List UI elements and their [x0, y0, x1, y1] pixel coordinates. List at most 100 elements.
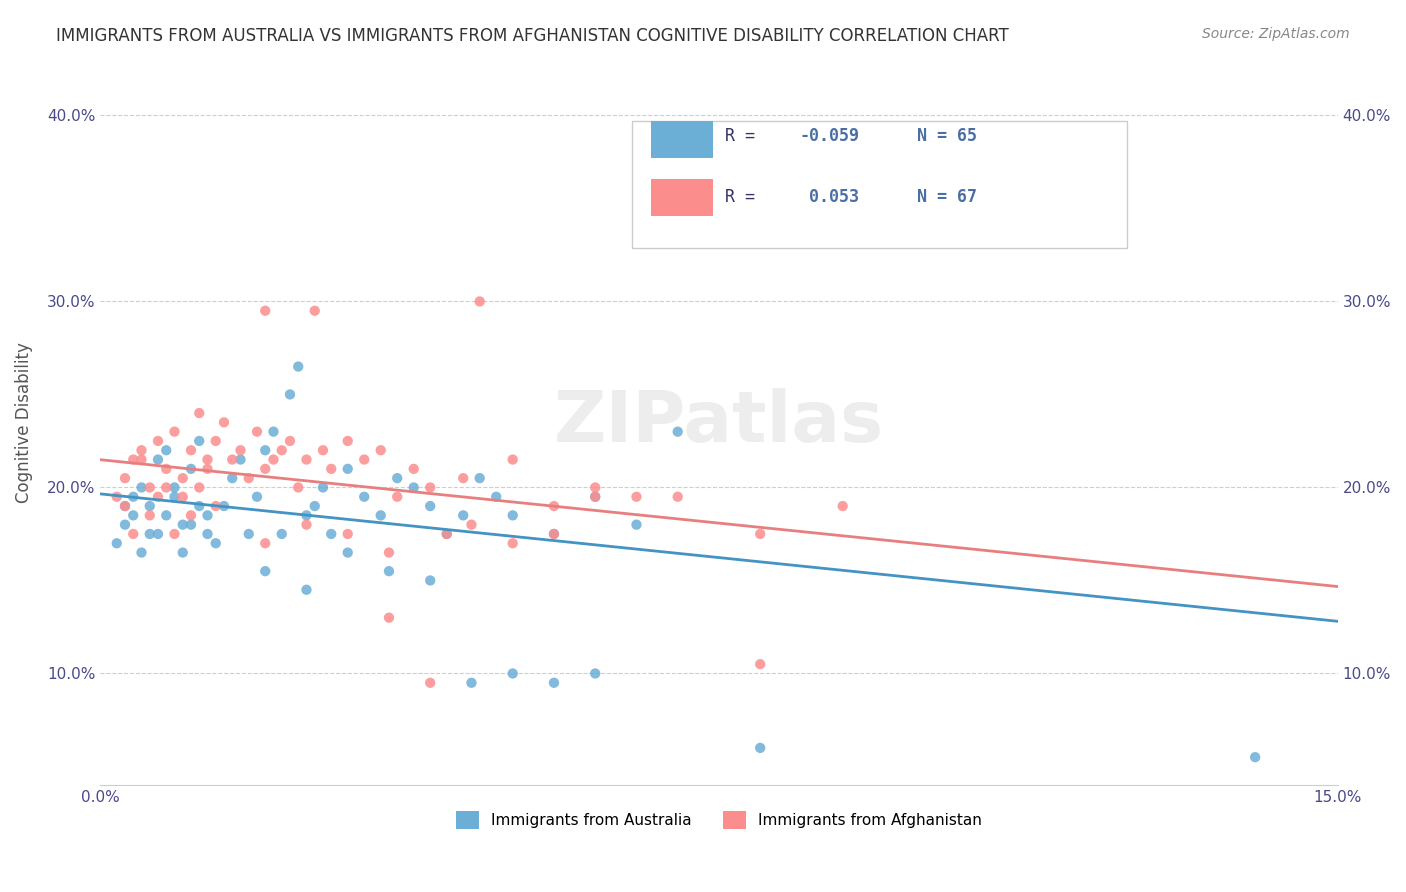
Point — [419, 499, 441, 513]
Point — [914, 202, 936, 216]
Point — [378, 610, 401, 624]
Point — [180, 517, 202, 532]
Point — [304, 499, 326, 513]
Text: N = 67: N = 67 — [917, 188, 977, 206]
Point — [485, 490, 508, 504]
Point — [468, 471, 491, 485]
Point — [1244, 750, 1267, 764]
Point — [460, 675, 482, 690]
Point — [626, 490, 648, 504]
Point — [370, 508, 392, 523]
Point — [295, 508, 318, 523]
Point — [287, 480, 309, 494]
Point — [163, 480, 186, 494]
Text: 0.053: 0.053 — [800, 188, 859, 206]
Point — [131, 545, 153, 559]
Point — [666, 425, 689, 439]
Point — [295, 452, 318, 467]
Point — [387, 490, 409, 504]
Point — [105, 536, 128, 550]
Point — [254, 564, 277, 578]
Point — [353, 490, 375, 504]
Point — [163, 527, 186, 541]
Point — [583, 490, 606, 504]
Point — [583, 480, 606, 494]
Point — [122, 508, 145, 523]
Point — [502, 666, 524, 681]
Point — [278, 434, 301, 448]
Point — [188, 406, 211, 420]
Point — [155, 462, 177, 476]
Point — [180, 443, 202, 458]
Point — [139, 480, 162, 494]
Point — [221, 471, 243, 485]
Point — [749, 657, 772, 672]
Point — [180, 462, 202, 476]
Point — [749, 740, 772, 755]
Point — [246, 425, 269, 439]
Point — [238, 471, 260, 485]
Point — [451, 508, 474, 523]
Point — [583, 666, 606, 681]
Point — [451, 471, 474, 485]
Point — [131, 443, 153, 458]
Point — [254, 536, 277, 550]
Point — [402, 462, 425, 476]
Point — [270, 527, 292, 541]
Text: R =: R = — [725, 188, 765, 206]
Point — [155, 480, 177, 494]
Text: IMMIGRANTS FROM AUSTRALIA VS IMMIGRANTS FROM AFGHANISTAN COGNITIVE DISABILITY CO: IMMIGRANTS FROM AUSTRALIA VS IMMIGRANTS … — [56, 27, 1010, 45]
Point — [312, 443, 335, 458]
Point — [304, 303, 326, 318]
Point — [460, 517, 482, 532]
Point — [353, 452, 375, 467]
Point — [666, 490, 689, 504]
Point — [131, 452, 153, 467]
Point — [749, 527, 772, 541]
Point — [172, 490, 194, 504]
Point — [114, 471, 136, 485]
Point — [188, 480, 211, 494]
Point — [105, 490, 128, 504]
Point — [172, 471, 194, 485]
Point — [370, 443, 392, 458]
Point — [204, 434, 226, 448]
Point — [163, 490, 186, 504]
Point — [468, 294, 491, 309]
Point — [295, 517, 318, 532]
Point — [197, 452, 219, 467]
FancyBboxPatch shape — [633, 121, 1128, 248]
Point — [543, 527, 565, 541]
Point — [402, 480, 425, 494]
Point — [229, 443, 252, 458]
Text: -0.059: -0.059 — [800, 127, 859, 145]
Point — [139, 499, 162, 513]
Point — [212, 499, 235, 513]
Point — [114, 499, 136, 513]
Point — [502, 508, 524, 523]
Point — [139, 508, 162, 523]
Point — [312, 480, 335, 494]
Point — [188, 499, 211, 513]
Point — [831, 499, 853, 513]
Point — [146, 527, 169, 541]
Point — [336, 462, 359, 476]
Point — [336, 527, 359, 541]
Point — [122, 490, 145, 504]
Point — [122, 452, 145, 467]
FancyBboxPatch shape — [651, 121, 713, 158]
Point — [122, 527, 145, 541]
Point — [221, 452, 243, 467]
Point — [197, 508, 219, 523]
Point — [180, 508, 202, 523]
Point — [263, 425, 285, 439]
Point — [139, 527, 162, 541]
Point — [502, 452, 524, 467]
Point — [626, 517, 648, 532]
Text: ZIPatlas: ZIPatlas — [554, 388, 884, 457]
Point — [238, 527, 260, 541]
Text: R =: R = — [725, 127, 765, 145]
Point — [146, 434, 169, 448]
Point — [172, 545, 194, 559]
Point — [543, 527, 565, 541]
